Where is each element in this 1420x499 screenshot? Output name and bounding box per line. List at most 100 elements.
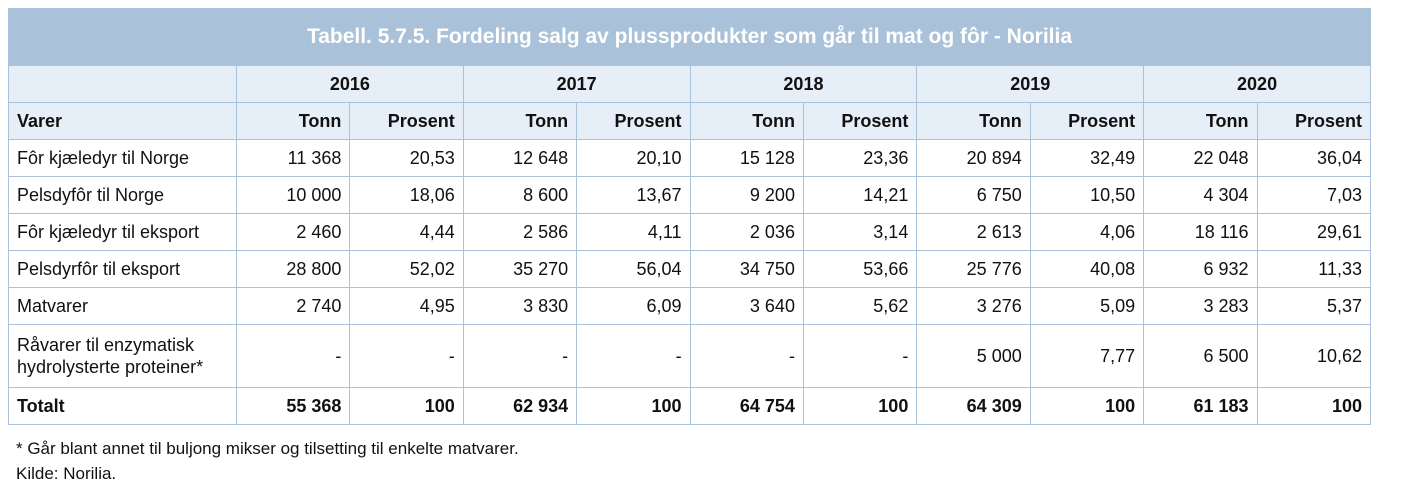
value-cell: 40,08 — [1029, 250, 1145, 288]
data-row: Pelsdyrfôr til eksport 28 800 52,02 35 270 5… — [8, 250, 1371, 288]
header-cell: Tonn — [235, 102, 351, 140]
value-cell: 7,03 — [1256, 176, 1371, 214]
value-cell: 5,37 — [1256, 287, 1371, 325]
year-cell: 2016 — [236, 65, 464, 103]
value-cell: 25 776 — [916, 250, 1031, 288]
total-cell: 61 183 — [1143, 387, 1258, 425]
table-title: Tabell. 5.7.5. Fordeling salg av plusspr… — [8, 8, 1371, 66]
value-cell: 4,11 — [576, 213, 691, 251]
value-cell: 2 586 — [462, 213, 578, 251]
header-cell: Prosent — [576, 102, 691, 140]
value-cell: - — [462, 324, 578, 388]
total-cell: 100 — [1029, 387, 1145, 425]
label-cell: Fôr kjæledyr til eksport — [8, 213, 237, 251]
value-cell: 4 304 — [1143, 176, 1258, 214]
value-cell: 4,95 — [349, 287, 464, 325]
total-cell: 62 934 — [462, 387, 578, 425]
value-cell: 5 000 — [916, 324, 1031, 388]
value-cell: 3 830 — [462, 287, 578, 325]
value-cell: 10,50 — [1029, 176, 1145, 214]
value-cell: - — [576, 324, 691, 388]
value-cell: 5,09 — [1029, 287, 1145, 325]
footnotes: * Går blant annet til buljong mikser og … — [16, 436, 519, 486]
value-cell: 7,77 — [1029, 324, 1145, 388]
year-cell: 2018 — [689, 65, 918, 103]
value-cell: 3 640 — [689, 287, 804, 325]
data-row: Pelsdyfôr til Norge 10 000 18,06 8 600 13,67… — [8, 176, 1371, 214]
value-cell: 6,09 — [576, 287, 691, 325]
header-cell: Prosent — [1029, 102, 1145, 140]
total-cell: 100 — [1256, 387, 1371, 425]
year-cell: 2017 — [462, 65, 691, 103]
header-cell: Tonn — [462, 102, 578, 140]
value-cell: 6 500 — [1143, 324, 1258, 388]
value-cell: 8 600 — [462, 176, 578, 214]
label-cell: Fôr kjæledyr til Norge — [8, 139, 237, 177]
value-cell: 22 048 — [1143, 139, 1258, 177]
total-cell: 100 — [576, 387, 691, 425]
data-row: Matvarer 2 740 4,95 3 830 6,09 3 640 5,62 3 276… — [8, 287, 1371, 325]
value-cell: 18,06 — [349, 176, 464, 214]
value-cell: 11 368 — [235, 139, 351, 177]
value-cell: 6 750 — [916, 176, 1031, 214]
value-cell: 32,49 — [1029, 139, 1145, 177]
value-cell: 2 740 — [235, 287, 351, 325]
value-cell: 23,36 — [802, 139, 918, 177]
value-cell: 5,62 — [802, 287, 918, 325]
value-cell: 11,33 — [1256, 250, 1371, 288]
value-cell: 18 116 — [1143, 213, 1258, 251]
value-cell: 13,67 — [576, 176, 691, 214]
value-cell: 4,06 — [1029, 213, 1145, 251]
label-cell: Pelsdyrfôr til eksport — [8, 250, 237, 288]
value-cell: 10 000 — [235, 176, 351, 214]
label-cell: Pelsdyfôr til Norge — [8, 176, 237, 214]
value-cell: - — [349, 324, 464, 388]
value-cell: 20,10 — [576, 139, 691, 177]
value-cell: 2 460 — [235, 213, 351, 251]
value-cell: 52,02 — [349, 250, 464, 288]
value-cell: 6 932 — [1143, 250, 1258, 288]
value-cell: 12 648 — [462, 139, 578, 177]
header-cell: Tonn — [1143, 102, 1258, 140]
value-cell: 34 750 — [689, 250, 804, 288]
header-row: Varer Tonn Prosent Tonn Prosent Tonn Prosent To… — [8, 102, 1371, 140]
total-cell: 64 309 — [916, 387, 1031, 425]
total-cell: 64 754 — [689, 387, 804, 425]
header-cell: Tonn — [916, 102, 1031, 140]
value-cell: 10,62 — [1256, 324, 1371, 388]
data-row: Råvarer til enzymatisk hydrolysterte pro… — [8, 324, 1371, 388]
total-cell: 100 — [349, 387, 464, 425]
value-cell: 3 283 — [1143, 287, 1258, 325]
value-cell: 3 276 — [916, 287, 1031, 325]
value-cell: 20,53 — [349, 139, 464, 177]
value-cell: 20 894 — [916, 139, 1031, 177]
footnote: Kilde: Norilia. — [16, 464, 117, 483]
header-cell: Prosent — [349, 102, 464, 140]
total-label: Totalt — [8, 387, 237, 425]
label-cell: Matvarer — [8, 287, 237, 325]
total-cell: 100 — [802, 387, 918, 425]
value-cell: 28 800 — [235, 250, 351, 288]
value-cell: 2 613 — [916, 213, 1031, 251]
table-wrap: Tabell. 5.7.5. Fordeling salg av plusspr… — [8, 8, 1371, 425]
header-cell: Varer — [8, 102, 237, 140]
year-row: 2016 2017 2018 2019 2020 — [8, 65, 1371, 103]
value-cell: - — [235, 324, 351, 388]
corner-cell — [8, 65, 237, 103]
value-cell: 36,04 — [1256, 139, 1371, 177]
data-row: Fôr kjæledyr til Norge 11 368 20,53 12 648 2… — [8, 139, 1371, 177]
header-cell: Prosent — [802, 102, 918, 140]
value-cell: 53,66 — [802, 250, 918, 288]
value-cell: 14,21 — [802, 176, 918, 214]
value-cell: 35 270 — [462, 250, 578, 288]
value-cell: 15 128 — [689, 139, 804, 177]
year-cell: 2019 — [916, 65, 1145, 103]
data-row: Fôr kjæledyr til eksport 2 460 4,44 2 586 4,… — [8, 213, 1371, 251]
total-cell: 55 368 — [235, 387, 351, 425]
header-cell: Prosent — [1256, 102, 1371, 140]
total-row: Totalt 55 368 100 62 934 100 64 754 100 64 309 1… — [8, 387, 1371, 425]
value-cell: 9 200 — [689, 176, 804, 214]
value-cell: 29,61 — [1256, 213, 1371, 251]
label-cell: Råvarer til enzymatisk hydrolysterte pro… — [8, 324, 237, 388]
